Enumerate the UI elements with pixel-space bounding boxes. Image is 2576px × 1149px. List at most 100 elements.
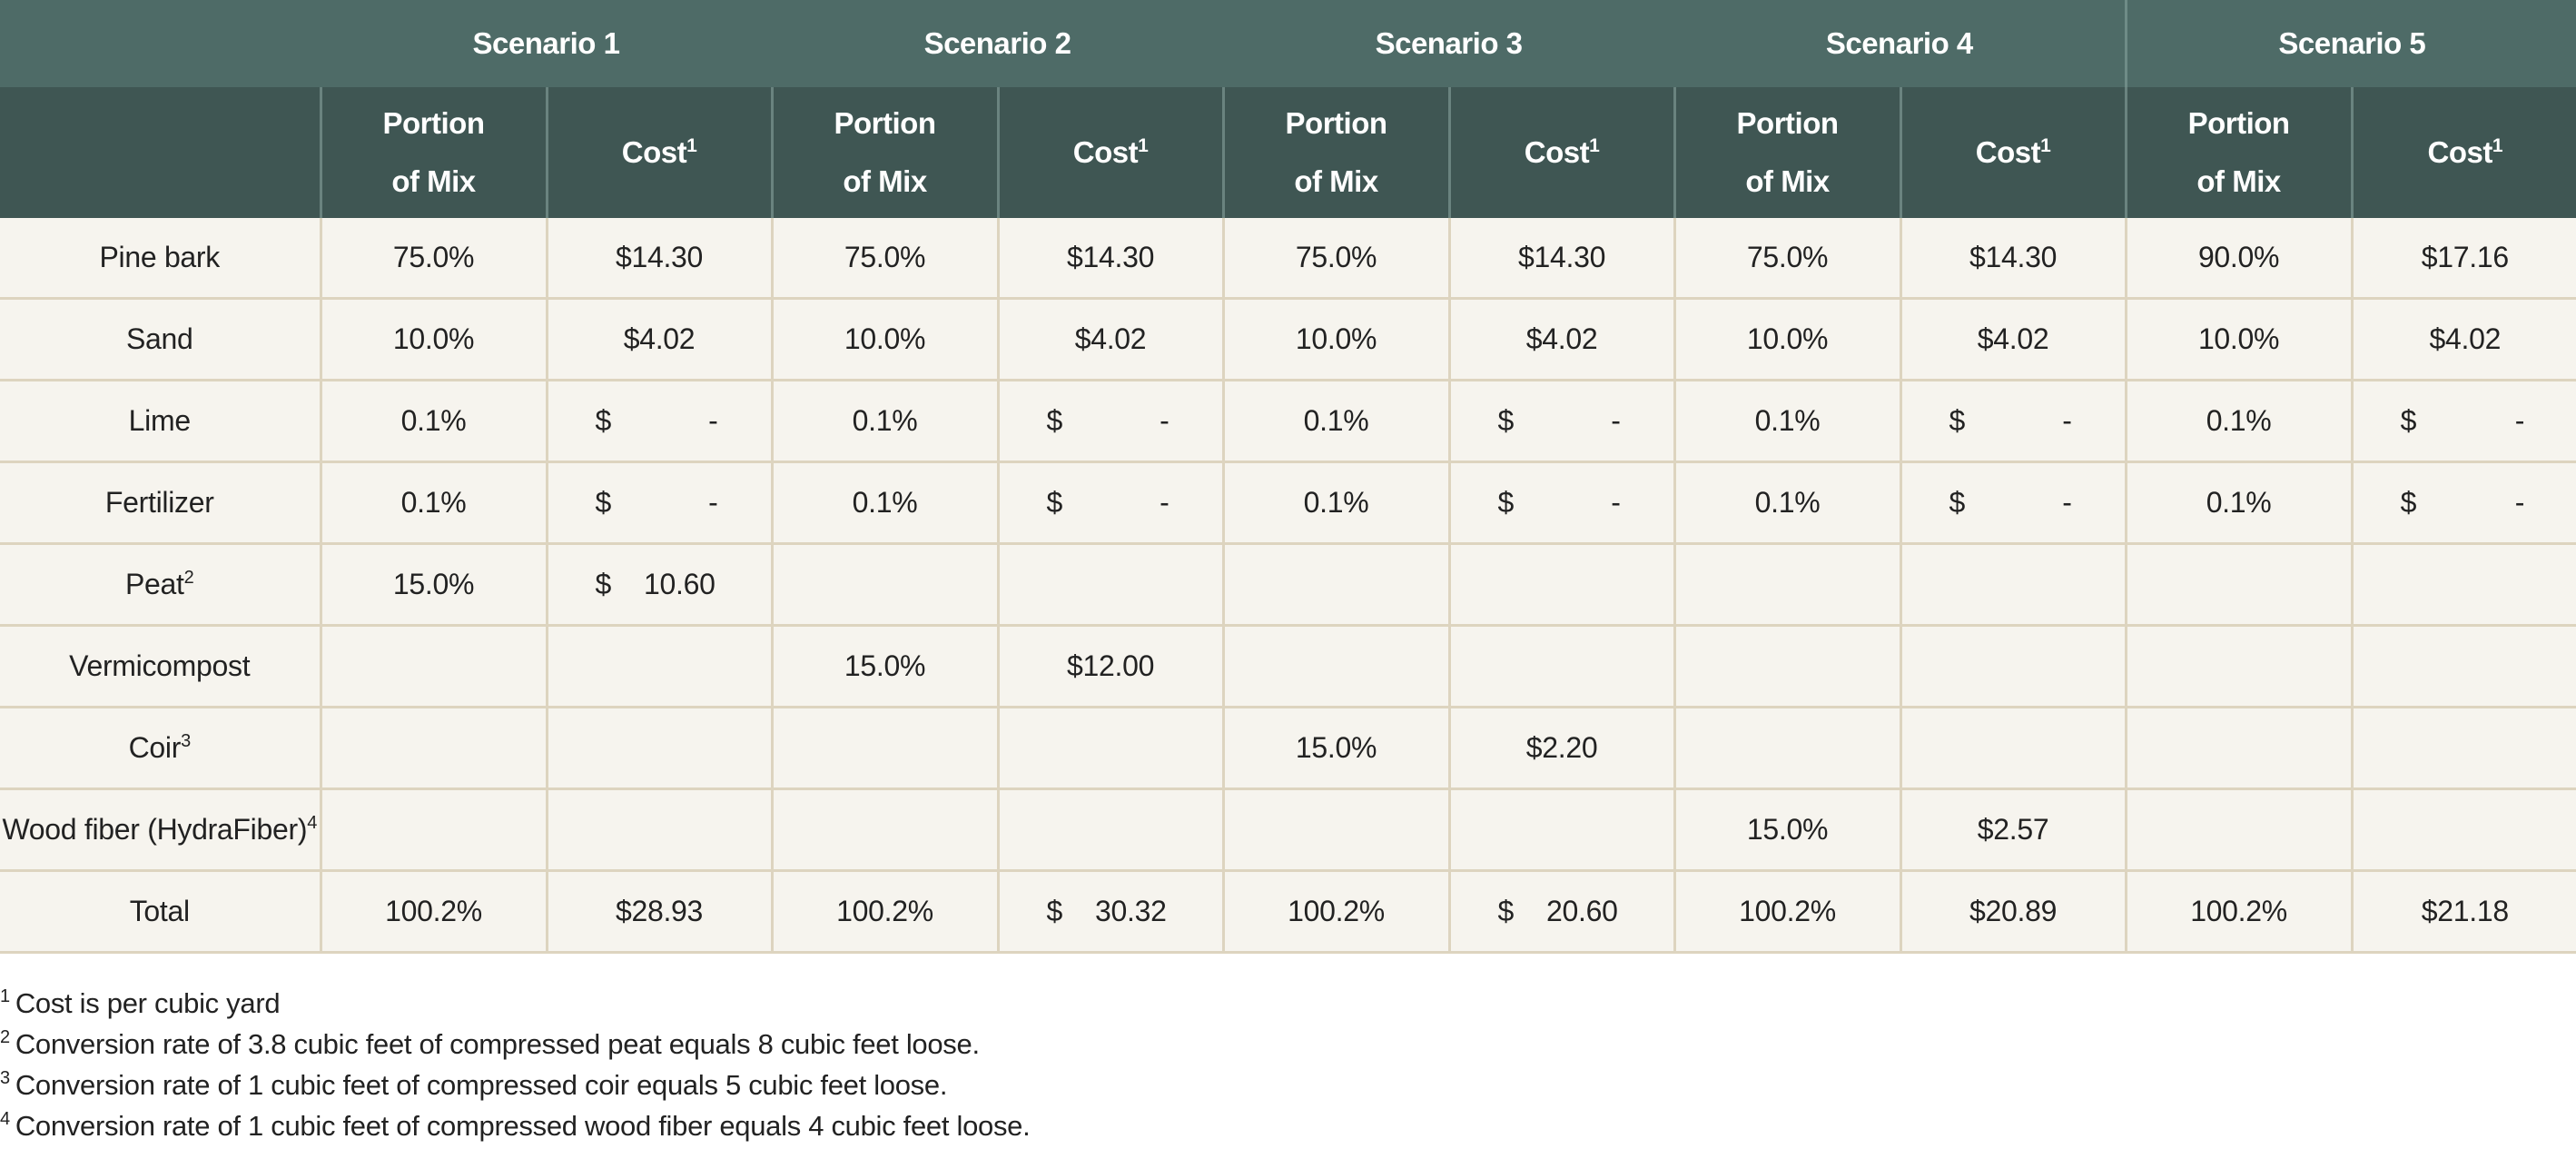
- cost-cell: $14.30: [1447, 218, 1676, 300]
- cost-cell: $2.20: [1447, 706, 1676, 790]
- currency-symbol: $: [1046, 404, 1063, 437]
- cost-header-label: Cost: [1524, 135, 1590, 169]
- footnote: 1 Cost is per cubic yard: [0, 983, 1030, 1024]
- portion-cell: [319, 706, 548, 790]
- portion-cell: [2124, 624, 2354, 708]
- currency-symbol: $: [595, 568, 612, 600]
- cost-amount: -: [1160, 486, 1170, 519]
- table-row: Coir3 15.0% $2.20: [0, 706, 2576, 790]
- cost-header: Cost1: [545, 87, 773, 218]
- currency-symbol: $: [1497, 486, 1515, 519]
- cost-header-label: Cost: [1975, 135, 2041, 169]
- portion-header-line1: Portion: [2187, 106, 2290, 140]
- portion-cell: [1673, 542, 1902, 627]
- cost-header: Cost1: [1899, 87, 2127, 218]
- cost-cell: $4.02: [2350, 297, 2576, 381]
- potting-mix-cost-table: Scenario 1 Scenario 2 Scenario 3 Scenario 4…: [0, 0, 2576, 954]
- portion-cell: 10.0%: [2124, 297, 2354, 381]
- table-row: Wood fiber (HydraFiber)4 15.0% $2.57: [0, 787, 2576, 872]
- cost-amount: -: [1160, 404, 1170, 437]
- cost-cell: [1899, 542, 2127, 627]
- cost-cell: [2350, 787, 2576, 872]
- cost-cell: $ -: [1899, 461, 2127, 545]
- row-label: Lime: [0, 379, 322, 463]
- cost-cell: [545, 624, 774, 708]
- row-label: Sand: [0, 297, 322, 381]
- portion-header-line2: of Mix: [391, 164, 476, 198]
- cost-cell: [2350, 706, 2576, 790]
- row-label: Fertilizer: [0, 461, 322, 545]
- table-row: Vermicompost 15.0% $12.00: [0, 624, 2576, 708]
- footnote-number: 1: [0, 986, 10, 1006]
- cost-header-label: Cost: [1072, 135, 1139, 169]
- cost-cell: [2350, 542, 2576, 627]
- footnote-number: 2: [0, 1027, 10, 1047]
- cost-cell: [996, 706, 1225, 790]
- portion-header-line2: of Mix: [2196, 164, 2281, 198]
- table-row: Total 100.2% $28.93 100.2% $30.32 100.2% $20.6…: [0, 869, 2576, 954]
- portion-cell: 100.2%: [319, 869, 548, 954]
- scenario-header: Scenario 4: [1674, 0, 2127, 87]
- currency-symbol: $: [595, 486, 612, 519]
- portion-of-mix-header: Portion of Mix: [770, 87, 999, 218]
- table-row: Pine bark 75.0% $14.30 75.0% $14.30 75.0% $14.…: [0, 218, 2576, 300]
- portion-cell: [319, 624, 548, 708]
- portion-cell: 15.0%: [319, 542, 548, 627]
- cost-amount: -: [2062, 486, 2072, 519]
- cost-header-footnote-ref: 1: [2492, 135, 2503, 156]
- portion-header-line1: Portion: [1285, 106, 1387, 140]
- row-label: Wood fiber (HydraFiber)4: [0, 787, 322, 872]
- currency-symbol: $: [2400, 486, 2417, 519]
- cost-cell: $20.89: [1899, 869, 2127, 954]
- cost-cell: $ -: [1899, 379, 2127, 463]
- corner-cell: [0, 87, 321, 218]
- cost-accounting-value: $ -: [1000, 404, 1222, 438]
- corner-cell: [0, 0, 321, 87]
- cost-cell: $ -: [996, 461, 1225, 545]
- portion-cell: 0.1%: [2124, 461, 2354, 545]
- cost-cell: $ -: [2350, 379, 2576, 463]
- row-label-text: Pine bark: [99, 241, 221, 273]
- portion-cell: 0.1%: [2124, 379, 2354, 463]
- cost-accounting-value: $ -: [1451, 404, 1673, 438]
- portion-of-mix-header: Portion of Mix: [2124, 87, 2353, 218]
- cost-cell: $ -: [996, 379, 1225, 463]
- footnote: 4 Conversion rate of 1 cubic feet of comp…: [0, 1105, 1031, 1146]
- table-row: Peat2 15.0% $10.60: [0, 542, 2576, 627]
- currency-symbol: $: [1046, 486, 1063, 519]
- currency-symbol: $: [1497, 404, 1515, 437]
- cost-cell: [996, 787, 1225, 872]
- portion-cell: 15.0%: [1221, 706, 1451, 790]
- portion-cell: [1673, 706, 1902, 790]
- cost-amount: 10.60: [644, 568, 716, 600]
- cost-cell: $ -: [545, 461, 774, 545]
- cost-amount: -: [708, 404, 718, 437]
- scenario-header: Scenario 2: [772, 0, 1224, 87]
- cost-cell: [1899, 624, 2127, 708]
- row-label-text: Wood fiber (HydraFiber): [2, 813, 308, 846]
- portion-header-line1: Portion: [382, 106, 485, 140]
- cost-header-footnote-ref: 1: [2040, 135, 2051, 156]
- cost-header-label: Cost: [621, 135, 687, 169]
- portion-cell: [770, 542, 1000, 627]
- row-label: Pine bark: [0, 218, 322, 300]
- table-row: Lime 0.1% $ -0.1% $ -0.1% $ -0.1% $ -0.1% $ -: [0, 379, 2576, 463]
- cost-accounting-value: $ -: [1000, 486, 1222, 520]
- portion-of-mix-header: Portion of Mix: [1221, 87, 1450, 218]
- row-label-text: Vermicompost: [69, 649, 251, 682]
- cost-amount: -: [1611, 404, 1621, 437]
- footnote-number: 3: [0, 1068, 10, 1088]
- cost-cell: $ -: [1447, 379, 1676, 463]
- portion-header-line2: of Mix: [1294, 164, 1378, 198]
- cost-accounting-value: $ -: [2354, 404, 2576, 438]
- portion-cell: 0.1%: [1221, 379, 1451, 463]
- cost-cell: $ -: [1447, 461, 1676, 545]
- portion-cell: 75.0%: [770, 218, 1000, 300]
- cost-amount: -: [708, 486, 718, 519]
- portion-of-mix-header: Portion of Mix: [319, 87, 547, 218]
- cost-accounting-value: $ -: [548, 486, 771, 520]
- cost-cell: $30.32: [996, 869, 1225, 954]
- cost-amount: -: [2514, 404, 2525, 437]
- cost-cell: [1447, 787, 1676, 872]
- portion-header-line2: of Mix: [843, 164, 927, 198]
